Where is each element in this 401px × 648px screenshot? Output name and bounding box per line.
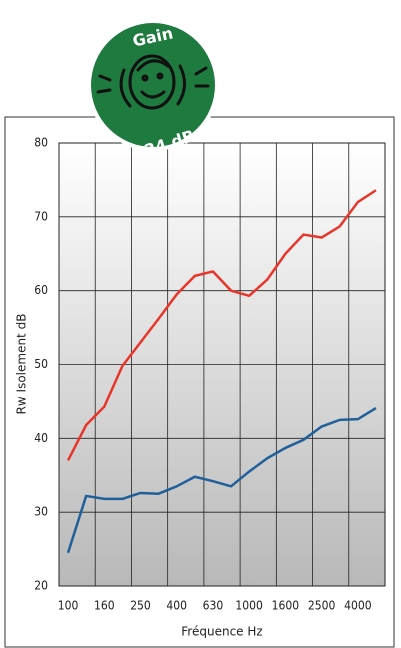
x-tick-label: 250: [130, 599, 151, 613]
x-tick-label: 2500: [308, 599, 336, 613]
x-tick-label: 100: [58, 599, 79, 613]
y-tick-label: 20: [34, 579, 48, 593]
badge-disc: [91, 23, 215, 147]
y-tick-label: 50: [34, 357, 48, 371]
y-tick-label: 60: [34, 283, 48, 297]
x-tick-label: 400: [166, 599, 187, 613]
x-tick-label: 1600: [272, 599, 300, 613]
x-tick-label: 160: [94, 599, 115, 613]
x-tick-label: 630: [203, 599, 224, 613]
y-tick-label: 40: [34, 431, 48, 445]
badge: Gain 24 dB !: [87, 19, 219, 160]
x-tick-label: 1000: [235, 599, 263, 613]
series-line: [66, 189, 377, 462]
y-tick-label: 30: [34, 505, 48, 519]
y-tick-label: 70: [34, 209, 48, 223]
y-axis-label: Rw Isolement dB: [15, 314, 29, 415]
y-tick-label: 80: [34, 136, 48, 150]
x-tick-label: 4000: [344, 599, 372, 613]
series-line: [66, 406, 377, 554]
badge-face: [96, 54, 210, 110]
x-axis-label: Fréquence Hz: [181, 625, 262, 639]
